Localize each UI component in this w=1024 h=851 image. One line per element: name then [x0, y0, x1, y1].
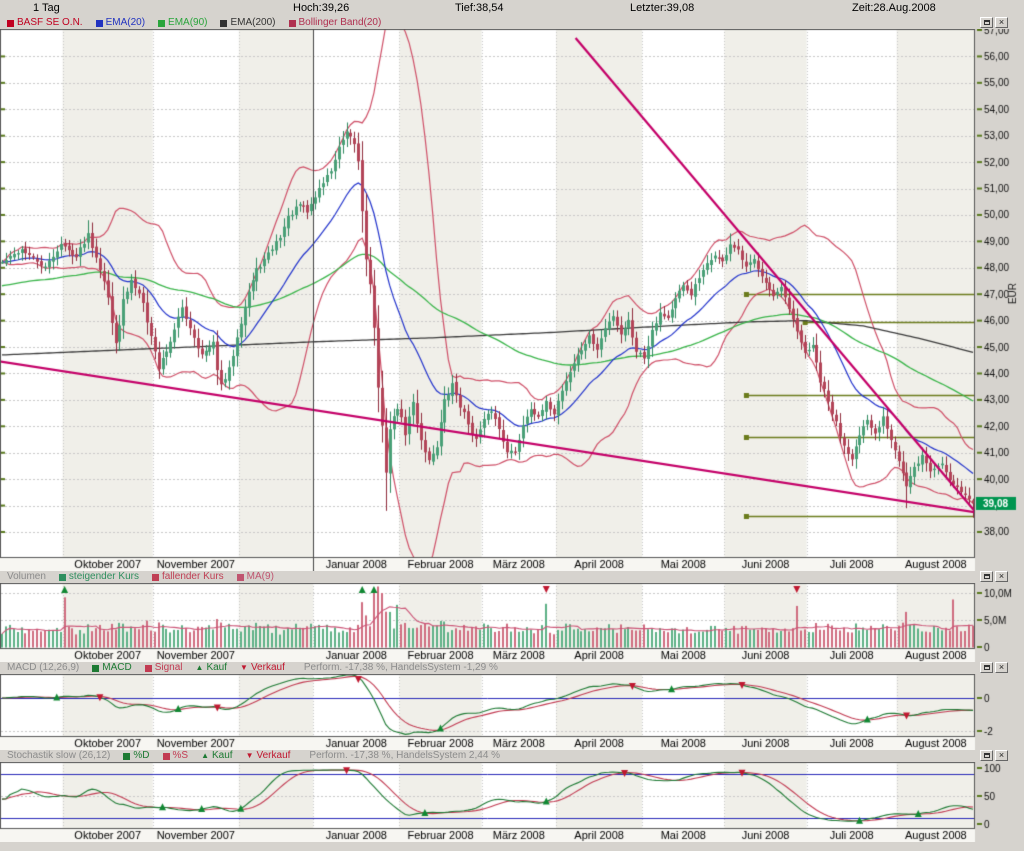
macd-legend: MACD (12,26,9) MACD Signal ▲ Kauf ▼ Verk… — [0, 662, 1024, 674]
main-chart-legend: BASF SE O.N. EMA(20) EMA(90) EMA(200) Bo… — [0, 17, 1024, 29]
rising-volume-swatch-icon — [58, 573, 66, 581]
window-maximize-icon — [983, 665, 990, 670]
legend-item-ema90: EMA(90) — [158, 18, 207, 28]
high-label: Hoch:39,26 — [293, 2, 350, 14]
sell-triangle-icon: ▼ — [240, 663, 248, 672]
legend-item-instrument: BASF SE O.N. — [7, 18, 83, 28]
legend-item-bollinger: Bollinger Band(20) — [288, 17, 382, 28]
legend-item-rising-volume: steigender Kurs — [58, 571, 139, 582]
legend-label: EMA(20) — [105, 17, 146, 28]
legend-item-percent-s: %S — [162, 750, 189, 761]
main-chart-canvas[interactable] — [0, 29, 1024, 571]
legend-label: Bollinger Band(20) — [298, 17, 382, 28]
stochastic-panel-title: Stochastik slow (26,12) — [7, 750, 111, 761]
legend-label: steigender Kurs — [68, 571, 139, 582]
instrument-swatch-icon — [7, 19, 14, 27]
volume-panel-title: Volumen — [7, 571, 46, 582]
percent-s-swatch-icon — [162, 752, 170, 760]
stochastic-panel-close-button[interactable]: × — [995, 750, 1008, 761]
legend-item-volume-ma: MA(9) — [236, 571, 274, 582]
macd-panel-close-button[interactable]: × — [995, 662, 1008, 673]
legend-item-falling-volume: fallender Kurs — [151, 571, 224, 582]
legend-label: EMA(200) — [230, 17, 276, 28]
legend-label: EMA(90) — [168, 17, 208, 28]
ema90-swatch-icon — [158, 19, 166, 27]
legend-label: Signal — [154, 662, 183, 673]
window-maximize-icon — [983, 574, 990, 579]
bollinger-swatch-icon — [288, 19, 296, 27]
main-panel-close-button[interactable]: × — [995, 17, 1008, 28]
legend-label: fallender Kurs — [161, 571, 224, 582]
volume-chart-canvas[interactable] — [0, 583, 1024, 662]
legend-item-macd: MACD — [92, 662, 132, 673]
legend-label: Kauf — [206, 662, 228, 673]
legend-label: Verkauf — [250, 662, 285, 673]
stochastic-chart-canvas[interactable] — [0, 762, 1024, 842]
bottom-strip — [0, 842, 1024, 851]
sell-triangle-icon: ▼ — [245, 751, 254, 760]
volume-legend: Volumen steigender Kurs fallender Kurs M… — [0, 571, 1024, 583]
percent-d-swatch-icon — [123, 752, 131, 760]
legend-label: Verkauf — [256, 750, 291, 761]
legend-label: BASF SE O.N. — [17, 17, 83, 28]
legend-item-sell: ▼ Verkauf — [240, 663, 285, 673]
stochastic-performance-label: Perform. -17,38 %, HandelsSystem 2,44 % — [309, 750, 501, 761]
macd-performance-label: Perform. -17,38 %, HandelsSystem -1,29 % — [303, 662, 498, 673]
chart-header: 1 Tag Hoch:39,26 Tief:38,54 Letzter:39,0… — [0, 0, 1024, 17]
volume-ma-swatch-icon — [236, 573, 244, 581]
falling-volume-swatch-icon — [151, 573, 159, 581]
macd-panel-title: MACD (12,26,9) — [7, 662, 80, 673]
legend-item-percent-d: %D — [123, 750, 150, 761]
legend-item-ema20: EMA(20) — [95, 17, 146, 28]
low-label: Tief:38,54 — [455, 2, 504, 14]
legend-item-ema200: EMA(200) — [220, 17, 276, 28]
last-label: Letzter:39,08 — [630, 2, 695, 14]
volume-panel-close-button[interactable]: × — [995, 571, 1008, 582]
main-panel-maximize-button[interactable] — [980, 17, 993, 28]
macd-panel-maximize-button[interactable] — [980, 662, 993, 673]
legend-label: MACD — [102, 662, 132, 673]
legend-item-buy: ▲ Kauf — [201, 751, 233, 761]
legend-label: Kauf — [212, 750, 233, 761]
legend-label: %D — [133, 750, 150, 761]
legend-label: %S — [172, 750, 189, 761]
legend-label: MA(9) — [246, 571, 274, 582]
volume-panel-maximize-button[interactable] — [980, 571, 993, 582]
main-panel-buttons: × — [980, 17, 1008, 28]
stochastic-panel-buttons: × — [980, 750, 1008, 761]
legend-item-buy: ▲ Kauf — [196, 663, 228, 673]
macd-swatch-icon — [92, 664, 100, 672]
macd-panel-buttons: × — [980, 662, 1008, 673]
stochastic-legend: Stochastik slow (26,12) %D %S ▲ Kauf ▼ V… — [0, 750, 1024, 762]
window-maximize-icon — [983, 20, 990, 25]
volume-panel-buttons: × — [980, 571, 1008, 582]
window-maximize-icon — [983, 753, 990, 758]
signal-swatch-icon — [144, 664, 152, 672]
ema20-swatch-icon — [95, 19, 103, 27]
ema200-swatch-icon — [220, 19, 228, 27]
stochastic-panel-maximize-button[interactable] — [980, 750, 993, 761]
buy-triangle-icon: ▲ — [195, 663, 204, 672]
legend-item-sell: ▼ Verkauf — [246, 751, 291, 761]
legend-item-signal: Signal — [144, 662, 183, 673]
time-label: Zeit:28.Aug.2008 — [852, 2, 936, 14]
macd-chart-canvas[interactable] — [0, 674, 1024, 750]
buy-triangle-icon: ▲ — [201, 751, 209, 760]
period-label: 1 Tag — [33, 2, 60, 14]
